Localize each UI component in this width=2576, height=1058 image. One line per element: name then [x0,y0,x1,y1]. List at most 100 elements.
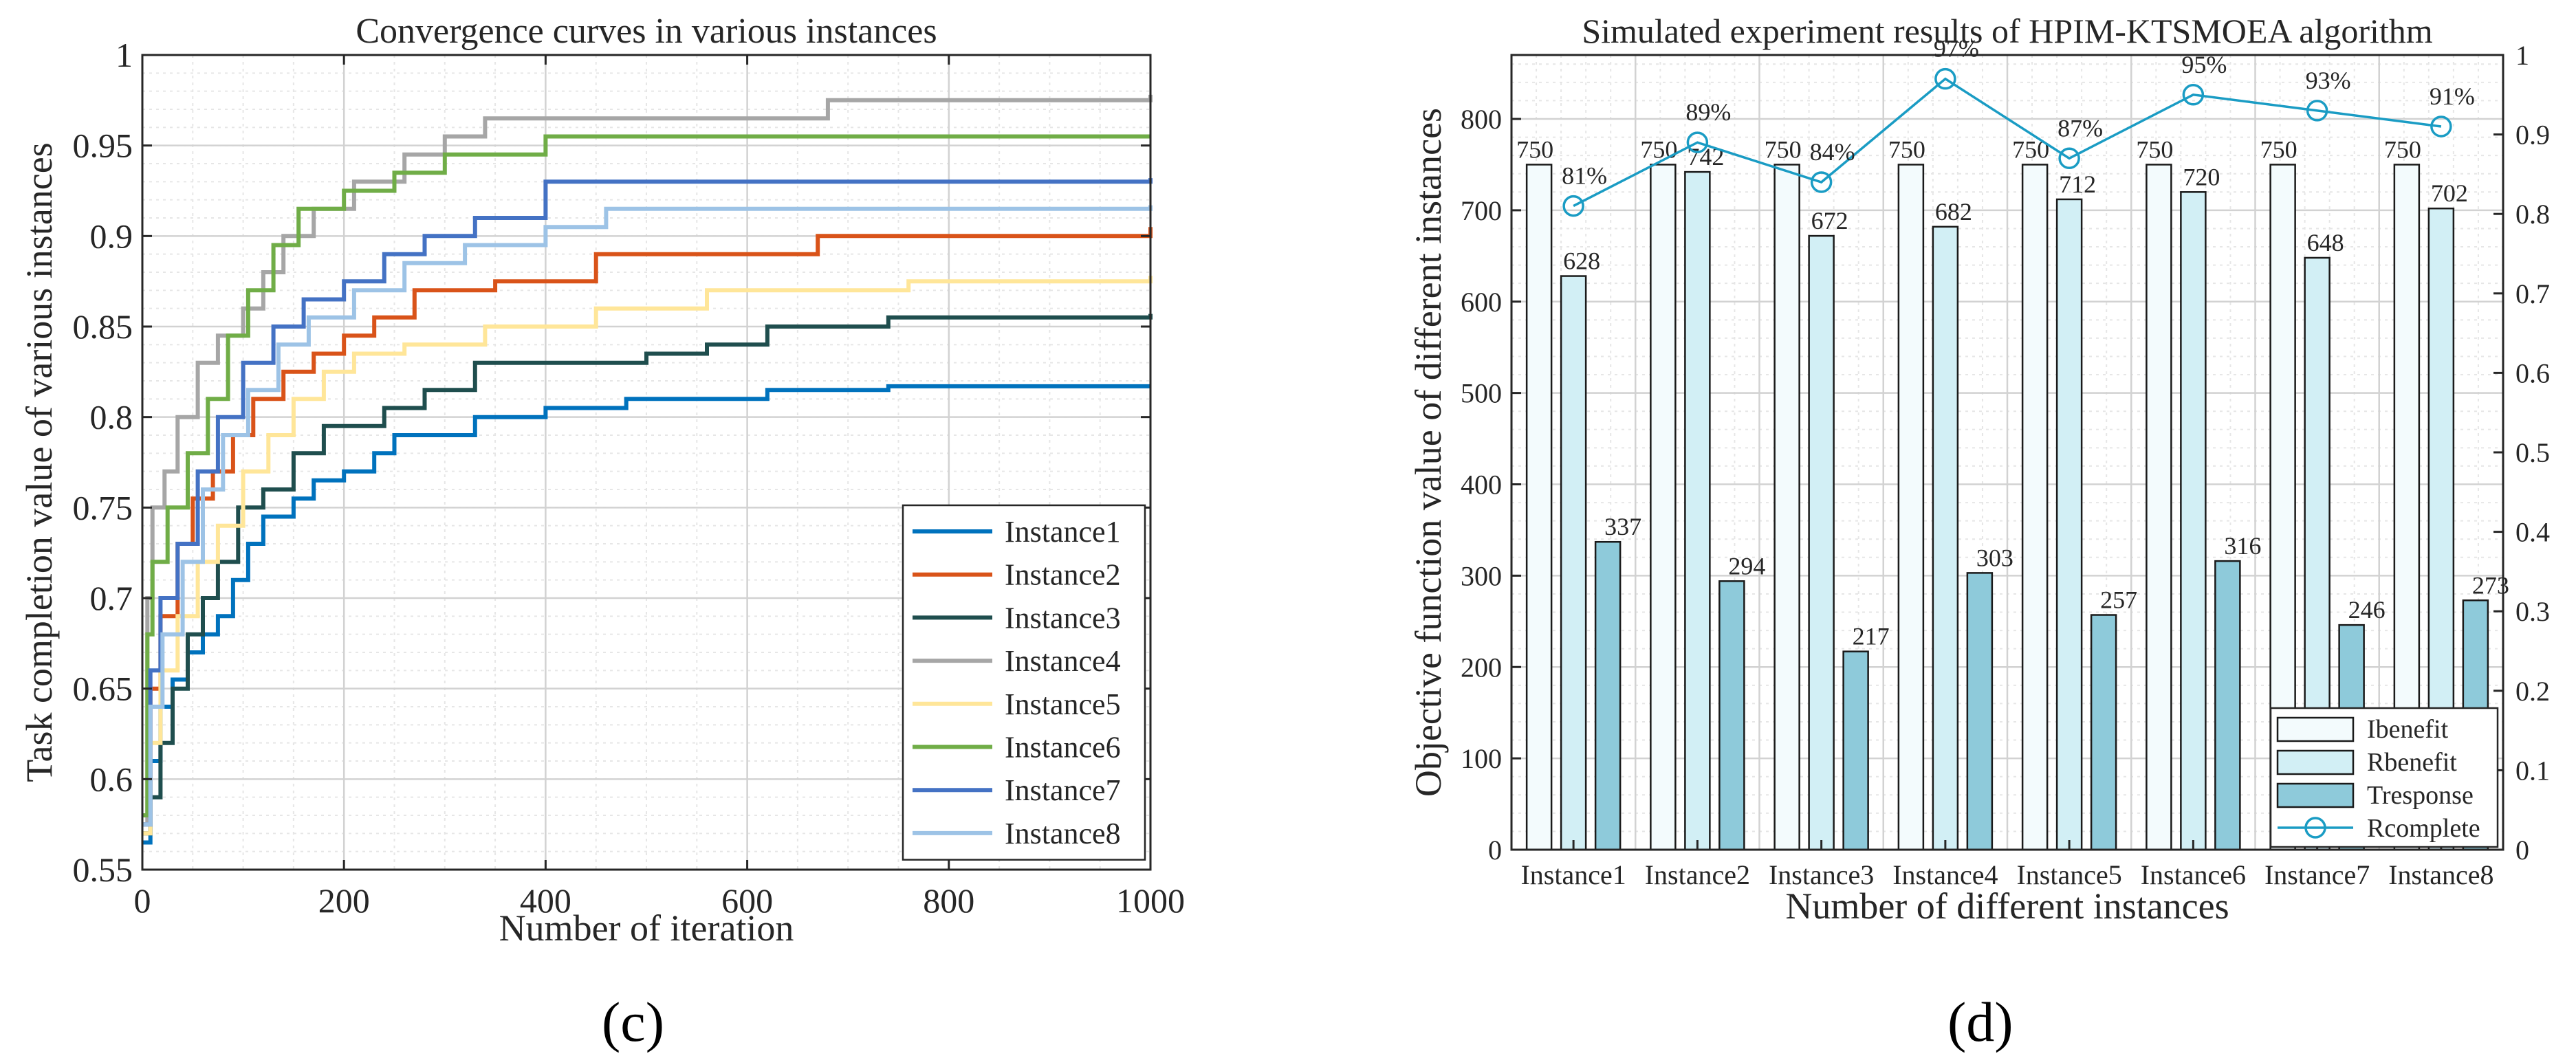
y-tick-label: 800 [1461,104,1502,135]
y2-tick-label: 0.8 [2515,199,2550,230]
legend-label-rbenefit: Rbenefit [2367,748,2457,777]
y2-tick-label: 0.7 [2515,278,2550,309]
bar-tresponse-1 [1594,540,1622,851]
point-label-rcomplete-3: 84% [1810,138,1855,166]
series-line-instance5 [142,276,1153,836]
series-line-instance3 [142,313,1153,836]
point-label-rcomplete-7: 93% [2306,67,2351,94]
point-label-rcomplete-5: 87% [2057,114,2103,142]
y-tick-label: 700 [1461,195,1502,226]
point-rcomplete-4 [1934,67,1956,90]
bar-label-tresponse-5: 257 [2100,586,2137,614]
bar-rbenefit-6 [2180,191,2207,851]
series-line-instance8 [142,205,1153,827]
y-tick-label: 1 [116,36,133,74]
y-tick-label: 0.65 [73,670,133,708]
y2-tick-label: 1 [2515,40,2529,71]
legend-swatch-rbenefit [2276,749,2355,775]
category-label-3: Instance3 [1769,859,1874,890]
series-line-instance6 [142,134,1150,817]
legend-label-ibenefit: Ibenefit [2367,715,2449,744]
bar-label-tresponse-3: 217 [1853,623,1890,650]
bar-label-rbenefit-1: 628 [1563,247,1600,275]
y-tick-label: 100 [1461,743,1502,774]
panel-label-d: (d) [1947,991,2013,1053]
bar-rbenefit-4 [1932,225,1959,851]
panel-label-c: (c) [602,991,665,1053]
y-tick-label: 0.75 [73,488,133,527]
bar-ibenefit-1 [1525,164,1553,851]
point-rcomplete-8 [2430,115,2452,137]
legend-label-instance1: Instance1 [1005,515,1121,549]
y2-tick-label: 0 [2515,835,2529,866]
y2-tick-label: 0.9 [2515,120,2550,151]
y2-tick-label: 0.1 [2515,755,2550,786]
legend-label-instance2: Instance2 [1005,558,1121,592]
bar-tresponse-2 [1718,580,1745,851]
x-tick-label: 0 [134,881,151,920]
legend-label-instance4: Instance4 [1005,644,1121,678]
legend-swatch-rcomplete-marker [2304,817,2326,839]
y2-tick-label: 0.6 [2515,357,2550,388]
x-tick-label: 400 [520,881,571,920]
bar-label-rbenefit-7: 648 [2307,229,2344,256]
category-label-1: Instance1 [1520,859,1626,890]
bar-ibenefit-6 [2146,164,2172,851]
chart-title-d: Simulated experiment results of HPIM-KTS… [1582,12,2432,50]
category-label-2: Instance2 [1645,859,1750,890]
y-tick-label: 0.85 [73,307,133,346]
y-tick-label: 0.8 [90,398,133,437]
legend-swatch-tresponse [2276,782,2355,808]
bar-label-rbenefit-3: 672 [1811,207,1848,234]
y-tick-label: 0.95 [73,126,133,165]
category-label-6: Instance6 [2141,859,2246,890]
legend-label-instance5: Instance5 [1005,687,1121,721]
bar-label-tresponse-6: 316 [2224,532,2261,560]
chart-c: 0 200 400 600 800 1000 0.55 0.6 0.65 0.7 0.75 0.8 0.… [19,12,1185,949]
point-rcomplete-6 [2182,84,2205,106]
y2-tick-label: 0.2 [2515,676,2550,707]
legend-label-rcomplete: Rcomplete [2367,814,2480,843]
bar-rbenefit-3 [1808,234,1835,851]
point-rcomplete-5 [2058,147,2080,170]
x-tick-label: 200 [318,881,370,920]
x-tick-label: 600 [721,881,773,920]
legend-label-instance3: Instance3 [1005,601,1121,635]
point-label-rcomplete-4: 97% [1934,35,1979,63]
bar-rbenefit-2 [1684,170,1711,851]
x-tick-label: 1000 [1116,881,1185,920]
category-label-4: Instance4 [1892,859,1998,890]
y-tick-label: 0.6 [90,760,133,798]
y-tick-label: 0 [1488,835,1502,866]
y2-tick-label: 0.3 [2515,596,2550,627]
y2-tick-label: 0.4 [2515,517,2550,548]
y-tick-label: 200 [1461,652,1502,683]
y-tick-label: 400 [1461,470,1502,500]
series-line-instance1 [142,384,1150,845]
y-tick-label: 300 [1461,560,1502,591]
legend-swatch-ibenefit [2276,716,2355,742]
y2-tick-label: 0.5 [2515,437,2550,468]
category-label-7: Instance7 [2264,859,2370,890]
bar-tresponse-6 [2214,560,2241,851]
y-tick-label: 0.55 [73,850,133,889]
point-label-rcomplete-8: 91% [2430,82,2475,110]
bar-label-ibenefit-4: 750 [1888,135,1925,163]
point-rcomplete-7 [2306,100,2328,122]
point-rcomplete-2 [1686,131,1709,153]
bar-label-ibenefit-5: 750 [2012,135,2049,163]
bar-tresponse-4 [1966,572,1994,851]
bar-label-rbenefit-6: 720 [2183,163,2220,190]
bar-label-ibenefit-2: 750 [1640,135,1677,163]
point-label-rcomplete-2: 89% [1685,98,1731,126]
bar-label-ibenefit-8: 750 [2384,135,2421,163]
bar-label-ibenefit-6: 750 [2136,135,2173,163]
bar-tresponse-5 [2090,614,2117,851]
y-tick-label: 0.9 [90,217,133,255]
chart-title-c: Convergence curves in various instances [356,12,937,51]
bar-label-tresponse-7: 246 [2348,596,2386,624]
y-tick-label: 600 [1461,287,1502,318]
y-tick-label: 500 [1461,378,1502,409]
